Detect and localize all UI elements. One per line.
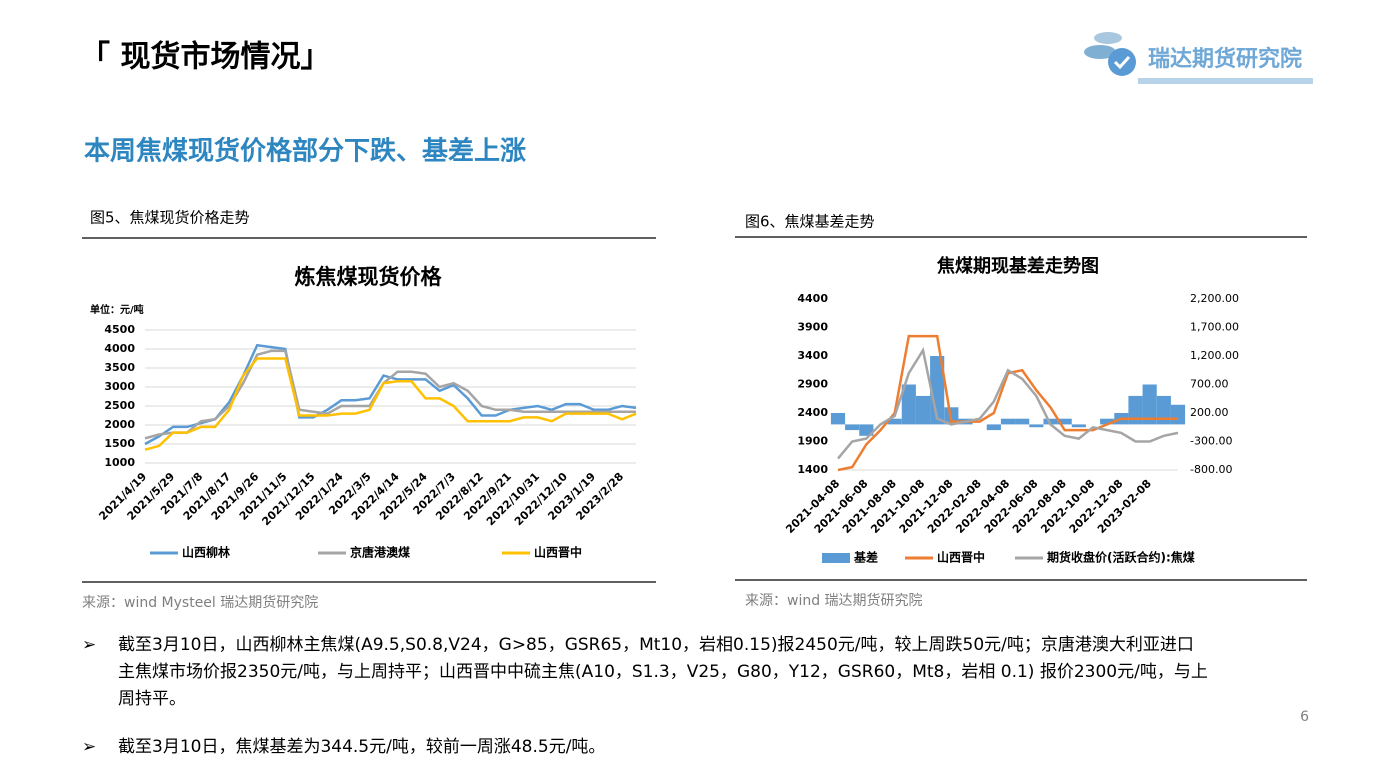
y2-tick-label: 2,200.00 <box>1190 292 1239 305</box>
y-tick-label: 4000 <box>104 342 135 355</box>
y2-tick-label: -800.00 <box>1190 463 1232 476</box>
bullet: ➢ 截至3月10日，山西柳林主焦煤(A9.5,S0.8,V24，G>85，GSR6… <box>82 632 1208 709</box>
bullet-text: 截至3月10日，山西柳林主焦煤(A9.5,S0.8,V24，G>85，GSR65… <box>118 635 1208 709</box>
bar <box>1043 418 1058 425</box>
y-tick-label: 2500 <box>104 399 135 412</box>
page-number: 6 <box>1300 709 1309 725</box>
bar <box>887 418 902 425</box>
bar <box>1000 418 1016 425</box>
bar <box>859 424 874 436</box>
bar <box>1128 395 1143 425</box>
legend-label: 山西晋中 <box>937 550 985 565</box>
bar <box>915 395 931 425</box>
bar <box>1029 424 1044 428</box>
line <box>837 334 1178 472</box>
bar <box>1170 404 1186 425</box>
legend-label: 山西柳林 <box>182 545 230 560</box>
source: 来源：wind 瑞达期货研究院 <box>745 592 923 609</box>
bullet-icon: ➢ <box>82 635 97 655</box>
figure-caption: 图6、焦煤基差走势 <box>745 213 875 231</box>
y-tick-label: 4500 <box>104 323 135 336</box>
legend-label: 期货收盘价(活跃合约):焦煤 <box>1047 550 1195 565</box>
bullet: ➢ 截至3月10日，焦煤基差为344.5元/吨，较前一周涨48.5元/吨。 <box>82 734 605 761</box>
line <box>837 346 1179 460</box>
logo-icon <box>1084 32 1136 76</box>
bar <box>1057 418 1072 425</box>
bar <box>986 424 1001 431</box>
header-title: 「 现货市场情况」 <box>80 40 330 75</box>
bar <box>1015 418 1030 425</box>
y2-tick-label: 1,700.00 <box>1190 321 1239 334</box>
y-tick-label: 2000 <box>104 418 135 431</box>
chart-title: 炼焦煤现货价格 <box>295 265 443 289</box>
y-tick-label: 1900 <box>797 435 828 448</box>
y-tick-label: 4400 <box>797 292 828 305</box>
chart-title: 焦煤期现基差走势图 <box>936 255 1099 277</box>
y-tick-label: 1000 <box>104 456 135 469</box>
bullet-text: 截至3月10日，焦煤基差为344.5元/吨，较前一周涨48.5元/吨。 <box>118 737 606 757</box>
line <box>144 349 636 440</box>
y-tick-label: 3000 <box>104 380 135 393</box>
bar <box>1142 384 1157 425</box>
y2-tick-label: 200.00 <box>1190 406 1229 419</box>
legend-swatch <box>822 553 850 563</box>
figure-caption: 图5、焦煤现货价格走势 <box>90 209 250 227</box>
bar <box>845 424 860 431</box>
y-tick-label: 1500 <box>104 437 135 450</box>
bar <box>830 413 846 425</box>
legend-label: 京唐港澳煤 <box>350 545 410 560</box>
y-tick-label: 2400 <box>797 406 828 419</box>
bar <box>1100 418 1115 425</box>
unit-label: 单位：元/吨 <box>90 303 144 316</box>
legend-label: 基差 <box>853 550 878 565</box>
y-tick-label: 2900 <box>797 378 828 391</box>
bullet-icon: ➢ <box>82 737 97 757</box>
line <box>144 357 637 451</box>
bar <box>1156 395 1171 425</box>
line <box>144 343 637 446</box>
y2-tick-label: 700.00 <box>1190 378 1229 391</box>
y-tick-label: 3900 <box>797 321 828 334</box>
bar <box>901 384 916 425</box>
logo-bar <box>1138 78 1313 84</box>
y-tick-label: 3500 <box>104 361 135 374</box>
y-tick-label: 1400 <box>797 463 828 476</box>
logo-text: 瑞达期货研究院 <box>1148 46 1302 72</box>
legend-label: 山西晋中 <box>534 545 582 560</box>
subtitle: 本周焦煤现货价格部分下跌、基差上涨 <box>84 136 526 167</box>
bar <box>1071 424 1086 428</box>
y2-tick-label: 1,200.00 <box>1190 349 1239 362</box>
source: 来源：wind Mysteel 瑞达期货研究院 <box>82 594 318 611</box>
y-tick-label: 3400 <box>797 349 828 362</box>
y2-tick-label: -300.00 <box>1190 435 1232 448</box>
